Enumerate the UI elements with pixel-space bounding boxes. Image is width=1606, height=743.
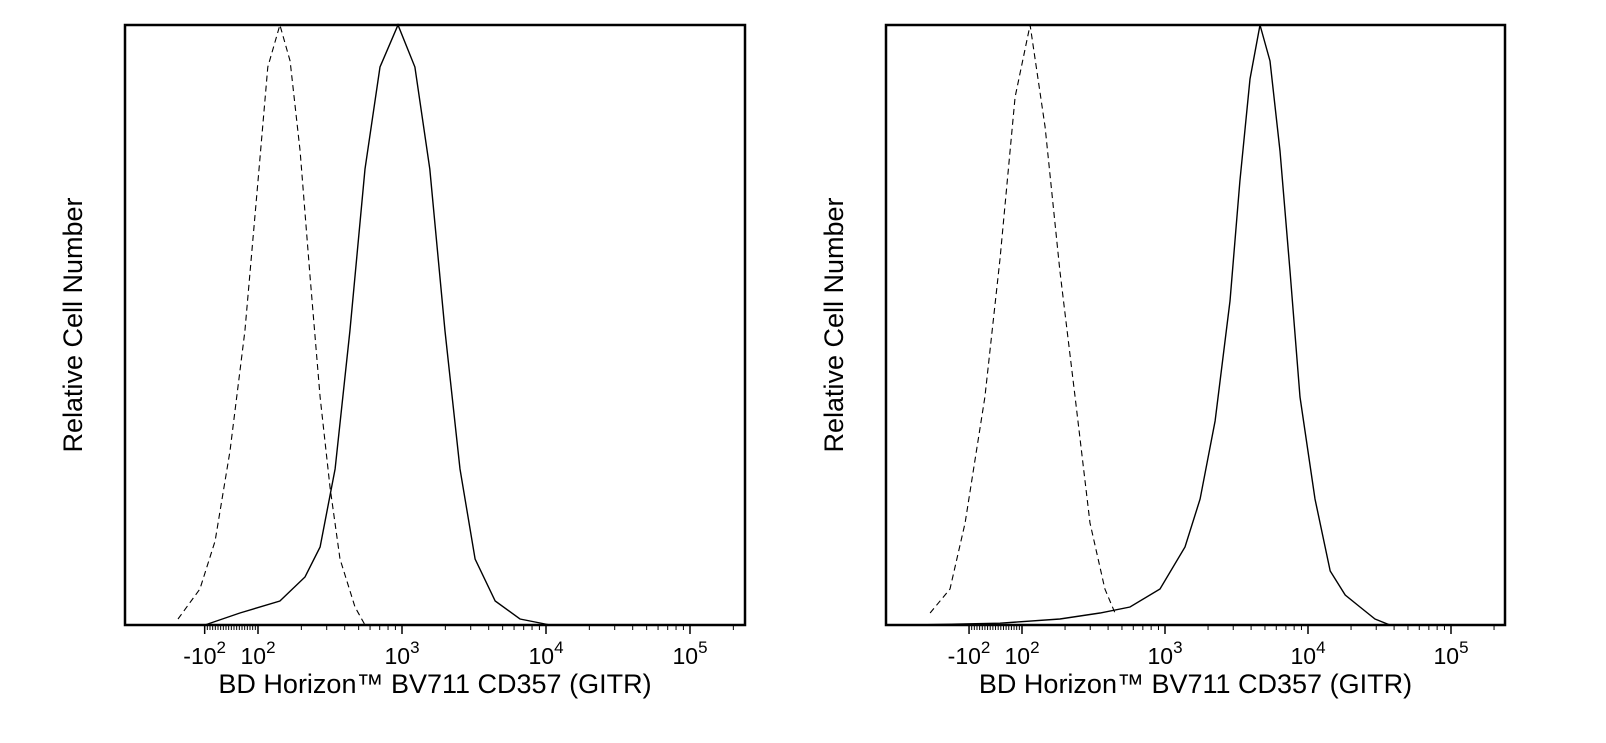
x-tick-label: 102 xyxy=(1004,638,1039,669)
x-tick-label: 104 xyxy=(528,638,563,669)
histogram-panel-1: -102 102 103 104 105 BD Horizon™ BV711 CD357 … xyxy=(58,22,747,699)
x-tick-label: 103 xyxy=(384,638,419,669)
x-tick-label: 103 xyxy=(1147,638,1182,669)
x-axis-label: BD Horizon™ BV711 CD357 (GITR) xyxy=(218,669,651,699)
series-line-isotype xyxy=(177,22,366,626)
x-tick-label: -102 xyxy=(948,638,991,669)
x-tick-label: 102 xyxy=(240,638,275,669)
x-tick-label: 104 xyxy=(1290,638,1325,669)
series-line-stained xyxy=(204,23,551,626)
plot-frame xyxy=(884,23,1507,627)
x-tick-label: 105 xyxy=(1433,638,1468,669)
x-tick-label: 105 xyxy=(672,638,707,669)
y-axis-label: Relative Cell Number xyxy=(58,197,88,452)
y-axis-label: Relative Cell Number xyxy=(819,197,849,452)
histogram-panel-2: -102 102 103 104 105 BD Horizon™ BV711 CD357 … xyxy=(819,23,1507,699)
plot-frame xyxy=(123,23,747,627)
series-line-isotype xyxy=(929,24,1116,614)
x-tick-label: -102 xyxy=(183,638,226,669)
x-axis-label: BD Horizon™ BV711 CD357 (GITR) xyxy=(979,669,1412,699)
series-line-stained xyxy=(914,24,1391,626)
